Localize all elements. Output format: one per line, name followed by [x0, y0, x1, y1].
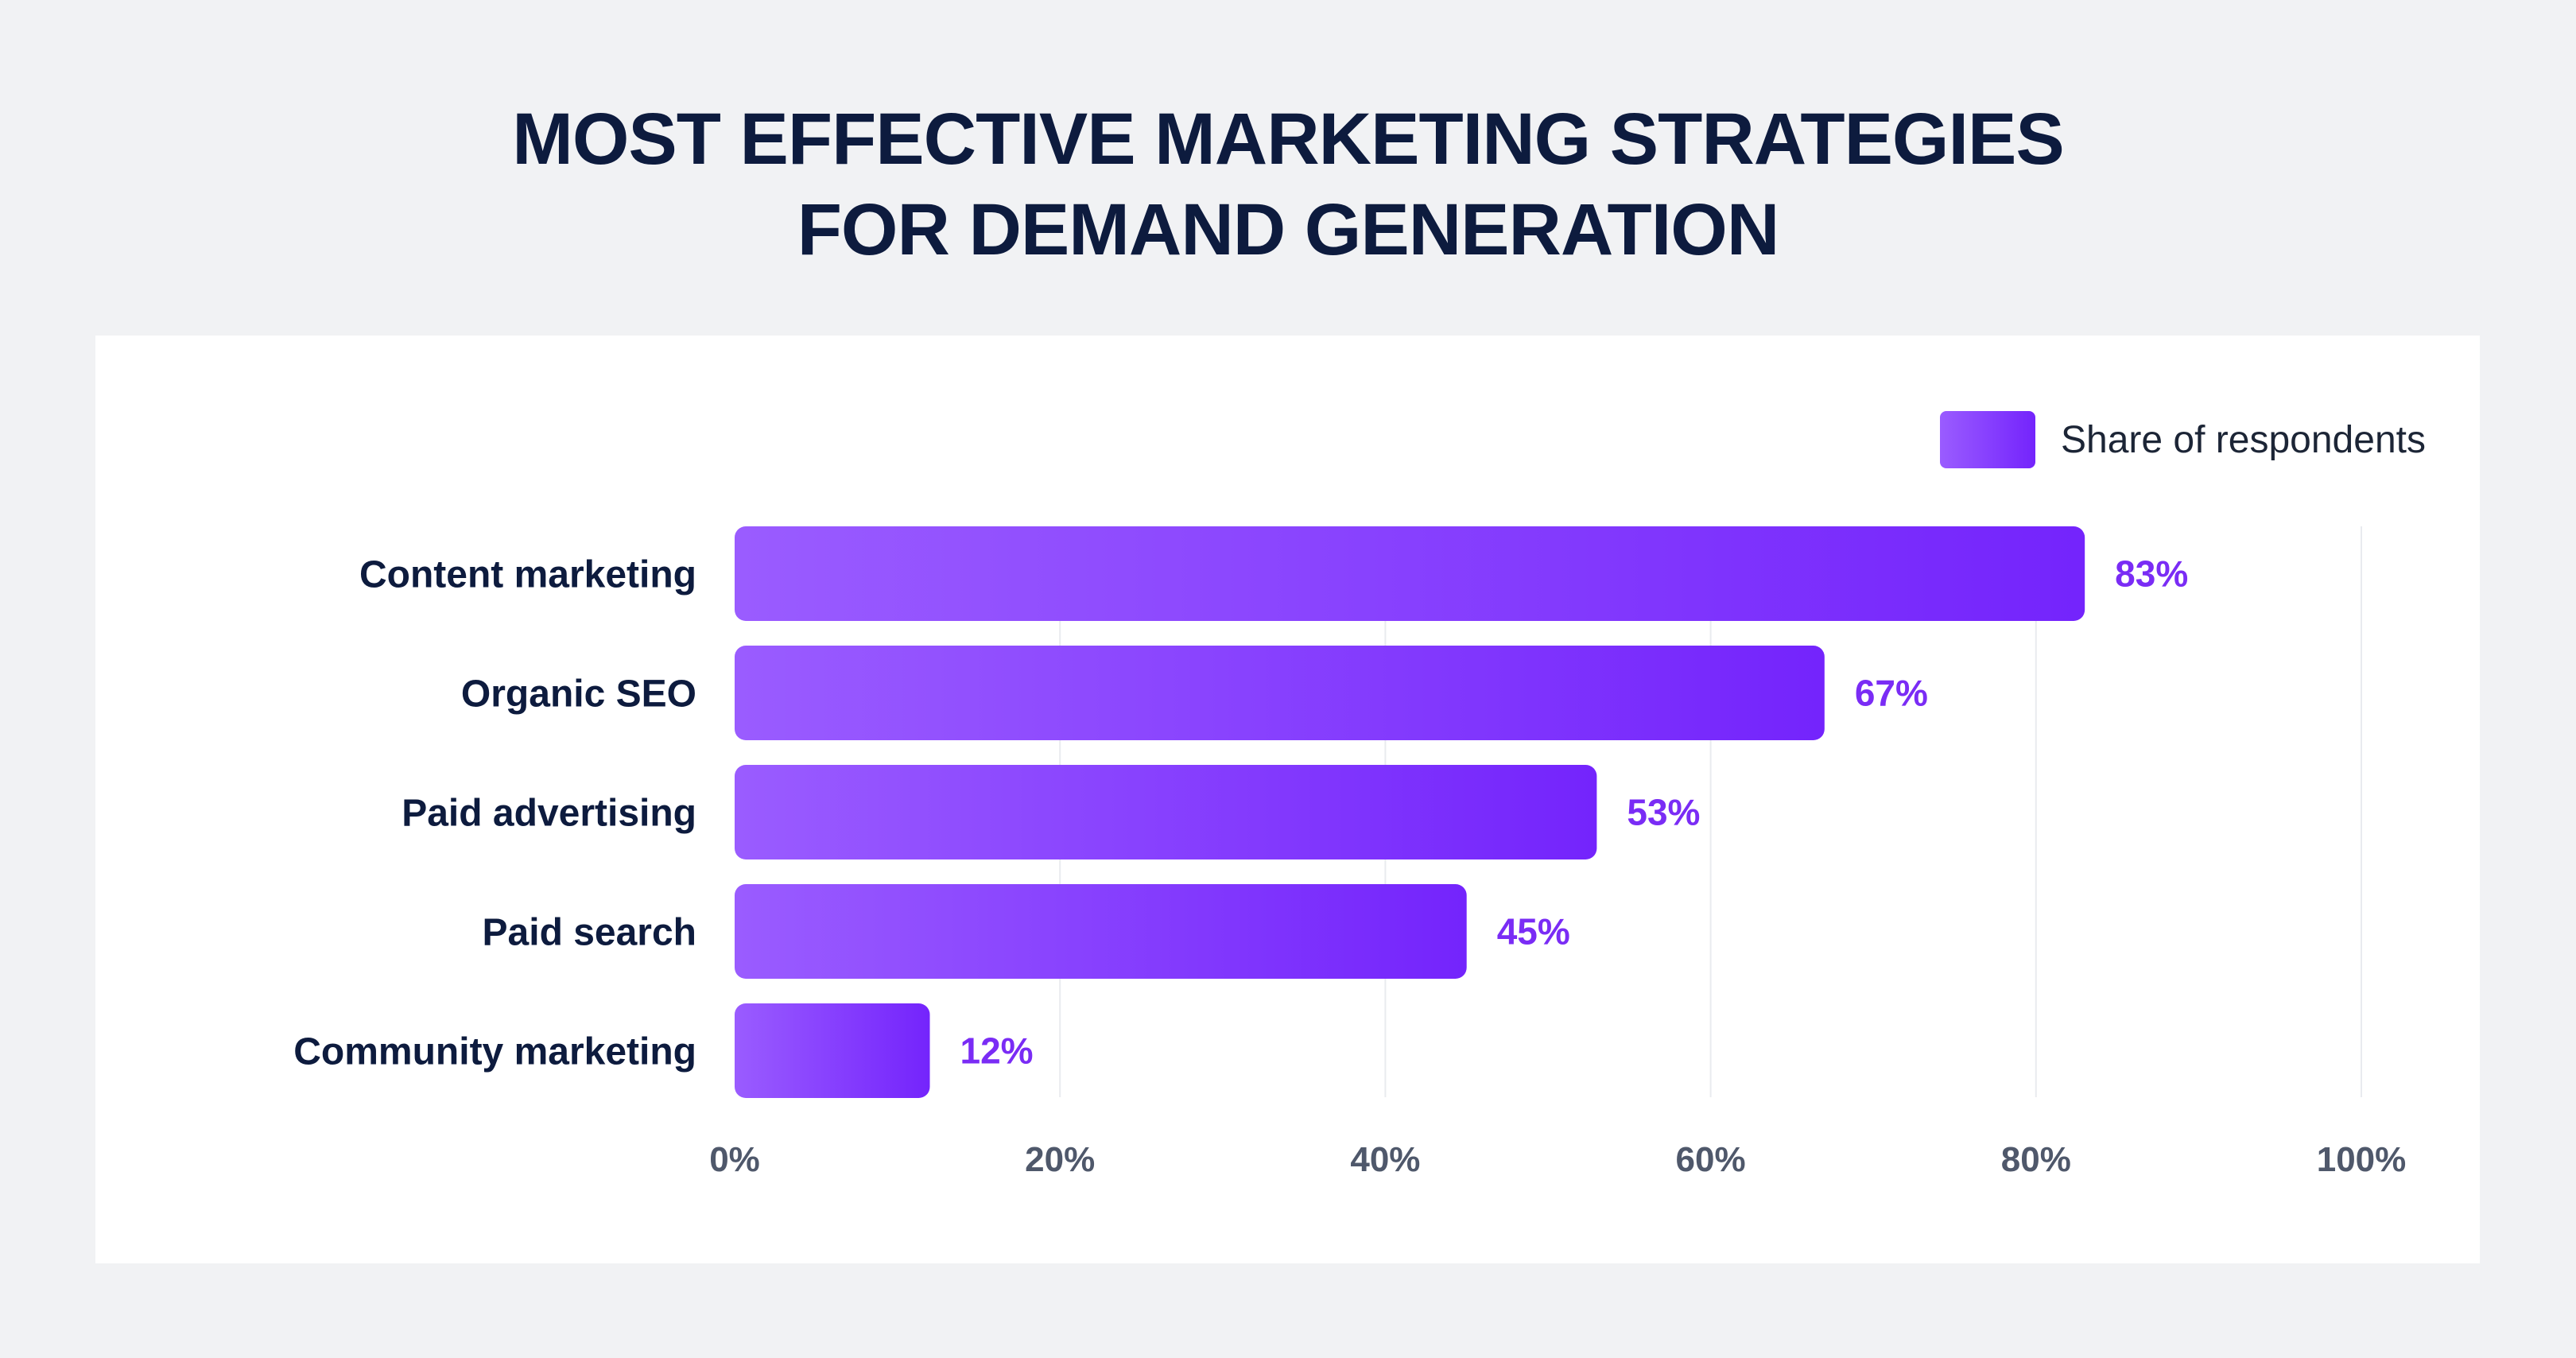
x-tick-label: 80%	[2001, 1140, 2071, 1179]
bar	[735, 1003, 930, 1098]
category-label: Paid search	[483, 912, 696, 954]
bar	[735, 765, 1597, 859]
legend-swatch	[1940, 411, 2035, 468]
labels: 0% 20% 40% 60% 80% 100% Content marketing 83% Or…	[293, 553, 2406, 1180]
category-label: Paid advertising	[402, 793, 696, 835]
bars	[735, 526, 2085, 1098]
value-label: 53%	[1627, 792, 1700, 833]
x-tick-label: 20%	[1025, 1140, 1095, 1179]
value-label: 12%	[960, 1030, 1034, 1072]
x-tick-label: 100%	[2317, 1140, 2407, 1179]
x-tick-label: 60%	[1676, 1140, 1746, 1179]
legend-label: Share of respondents	[2061, 418, 2426, 461]
chart-title: MOST EFFECTIVE MARKETING STRATEGIES FOR …	[0, 94, 2576, 275]
bar	[735, 646, 1825, 740]
chart-title-line-2: FOR DEMAND GENERATION	[797, 189, 1780, 270]
bar	[735, 884, 1467, 979]
x-tick-label: 0%	[709, 1140, 760, 1179]
chart-legend: Share of respondents	[1940, 409, 2426, 470]
x-tick-label: 40%	[1350, 1140, 1420, 1179]
value-label: 45%	[1497, 911, 1570, 953]
value-label: 83%	[2115, 553, 2188, 595]
chart-title-line-1: MOST EFFECTIVE MARKETING STRATEGIES	[512, 99, 2065, 180]
category-label: Community marketing	[293, 1031, 696, 1073]
category-label: Content marketing	[359, 554, 696, 596]
value-label: 67%	[1855, 673, 1928, 714]
bar	[735, 526, 2085, 621]
category-label: Organic SEO	[461, 673, 696, 716]
